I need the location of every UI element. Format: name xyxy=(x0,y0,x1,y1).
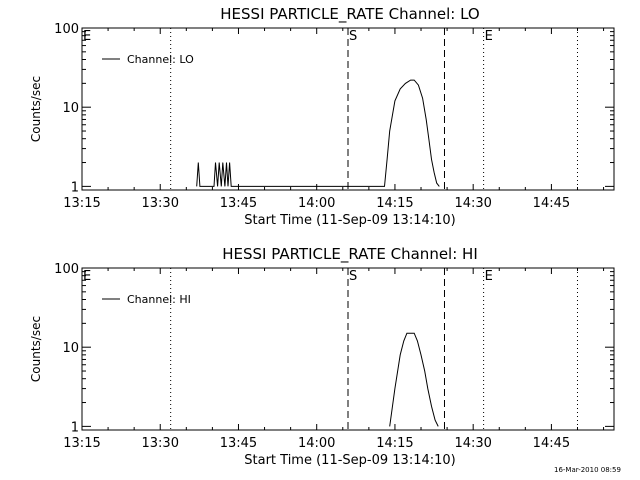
x-tick-label: 13:45 xyxy=(220,436,257,451)
series-line xyxy=(389,332,439,427)
x-tick-label: 14:30 xyxy=(454,436,491,451)
annotation-label: E xyxy=(485,269,493,284)
annotation-label: S xyxy=(349,269,357,284)
annotation-label: E xyxy=(83,29,91,44)
x-tick-label: 14:00 xyxy=(298,436,335,451)
x-tick-label: 13:15 xyxy=(63,196,100,211)
y-tick-label: 100 xyxy=(54,22,79,37)
x-tick-label: 14:45 xyxy=(533,196,570,211)
y-tick-label: 10 xyxy=(62,341,79,356)
x-tick-label: 14:30 xyxy=(454,196,491,211)
x-tick-label: 14:15 xyxy=(376,436,413,451)
legend-label: Channel: LO xyxy=(127,53,194,66)
x-tick-label: 14:45 xyxy=(533,436,570,451)
y-tick-label: 100 xyxy=(54,262,79,277)
x-tick-label: 13:45 xyxy=(220,196,257,211)
chart-title: HESSI PARTICLE_RATE Channel: HI xyxy=(222,245,478,264)
y-tick-label: 10 xyxy=(62,101,79,116)
x-axis-label: Start Time (11-Sep-09 13:14:10) xyxy=(244,453,455,468)
x-tick-label: 14:00 xyxy=(298,196,335,211)
x-axis-label: Start Time (11-Sep-09 13:14:10) xyxy=(244,213,455,228)
x-tick-label: 13:30 xyxy=(142,436,179,451)
x-tick-label: 13:30 xyxy=(142,196,179,211)
annotation-label: E xyxy=(485,29,493,44)
y-axis-label: Counts/sec xyxy=(29,316,43,382)
annotation-label: S xyxy=(349,29,357,44)
y-axis-label: Counts/sec xyxy=(29,76,43,142)
series-line xyxy=(196,79,440,187)
x-tick-label: 14:15 xyxy=(376,196,413,211)
x-tick-label: 13:15 xyxy=(63,436,100,451)
chart-title: HESSI PARTICLE_RATE Channel: LO xyxy=(220,5,479,24)
y-tick-label: 1 xyxy=(71,180,79,195)
timestamp: 16-Mar-2010 08:59 xyxy=(554,466,621,474)
annotation-label: E xyxy=(83,269,91,284)
y-tick-label: 1 xyxy=(71,420,79,435)
legend-label: Channel: HI xyxy=(127,293,191,306)
